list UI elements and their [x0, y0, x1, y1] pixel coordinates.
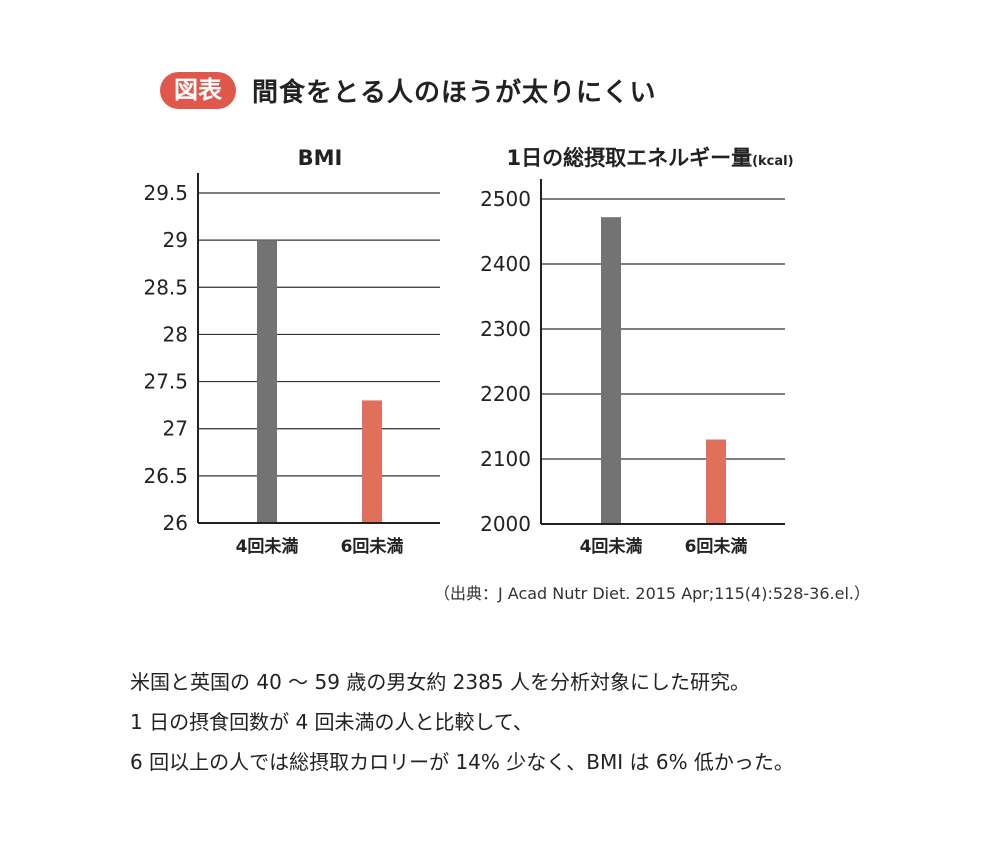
y-tick-label: 26.5 [143, 464, 188, 488]
bar [257, 240, 277, 523]
y-tick-label: 2400 [480, 252, 531, 276]
source-citation: （出典：J Acad Nutr Diet. 2015 Apr;115(4):52… [433, 584, 870, 603]
figure-title: 間食をとる人のほうが太りにくい [252, 77, 657, 108]
y-tick-label: 27.5 [143, 370, 188, 394]
x-category-label: 6回未満 [685, 536, 748, 557]
figure-header: 図表 間食をとる人のほうが太りにくい [160, 70, 656, 110]
x-category-label: 4回未満 [580, 536, 643, 557]
y-tick-label: 2200 [480, 382, 531, 406]
y-tick-label: 2000 [480, 512, 531, 536]
x-category-label: 6回未満 [341, 536, 404, 557]
description-line: 米国と英国の 40 ～ 59 歳の男女約 2385 人を分析対象にした研究。 [130, 670, 750, 694]
description: 米国と英国の 40 ～ 59 歳の男女約 2385 人を分析対象にした研究。 1… [130, 662, 794, 782]
description-line: 1 日の摂食回数が 4 回未満の人と比較して、 [130, 710, 533, 734]
y-tick-label: 2500 [480, 187, 531, 211]
chart-title: 1日の総摂取エネルギー量(kcal) [506, 146, 793, 170]
y-tick-label: 2300 [480, 317, 531, 341]
bar [706, 439, 726, 524]
x-category-label: 4回未満 [236, 536, 299, 557]
description-line: 6 回以上の人では総摂取カロリーが 14% 少なく、BMI は 6% 低かった。 [130, 750, 794, 774]
y-tick-label: 28 [163, 322, 188, 346]
y-tick-label: 29 [163, 228, 188, 252]
y-tick-label: 2100 [480, 447, 531, 471]
y-tick-label: 28.5 [143, 275, 188, 299]
y-tick-label: 27 [163, 417, 188, 441]
bar [601, 217, 621, 524]
chart-title: BMI [298, 146, 343, 170]
y-tick-label: 29.5 [143, 181, 188, 205]
bar [362, 400, 382, 523]
figure-badge: 図表 [160, 71, 236, 109]
y-tick-label: 26 [163, 511, 188, 535]
